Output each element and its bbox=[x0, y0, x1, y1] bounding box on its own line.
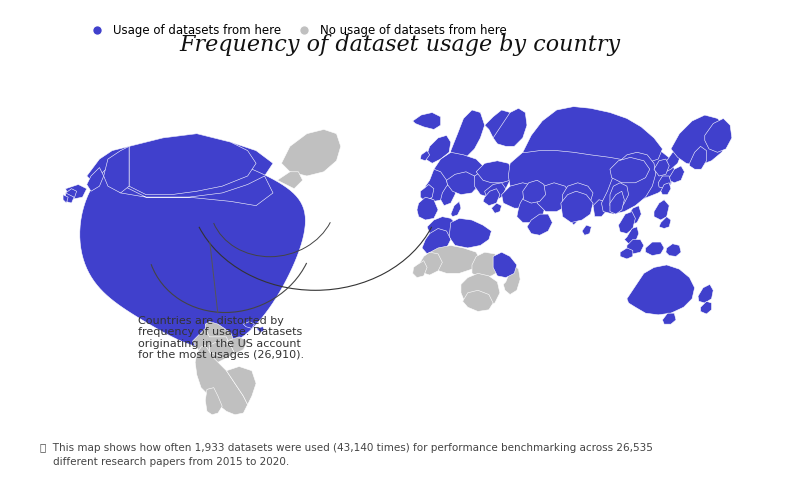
Polygon shape bbox=[485, 183, 506, 201]
Polygon shape bbox=[129, 134, 256, 194]
Polygon shape bbox=[256, 327, 265, 332]
Text: Countries are distorted by
frequency of usage. Datasets
originating in the US ac: Countries are distorted by frequency of … bbox=[138, 242, 304, 361]
Polygon shape bbox=[86, 168, 104, 191]
Polygon shape bbox=[66, 193, 74, 203]
Polygon shape bbox=[413, 261, 427, 278]
Polygon shape bbox=[104, 176, 273, 205]
Polygon shape bbox=[561, 191, 593, 223]
Polygon shape bbox=[646, 242, 664, 256]
Polygon shape bbox=[226, 366, 256, 405]
Polygon shape bbox=[502, 183, 542, 208]
Polygon shape bbox=[66, 189, 77, 201]
Polygon shape bbox=[491, 203, 502, 213]
Polygon shape bbox=[426, 136, 450, 163]
Polygon shape bbox=[705, 118, 732, 152]
Polygon shape bbox=[503, 265, 520, 295]
Polygon shape bbox=[662, 149, 681, 172]
Polygon shape bbox=[670, 166, 685, 183]
Polygon shape bbox=[593, 200, 607, 217]
Polygon shape bbox=[461, 274, 500, 307]
Polygon shape bbox=[620, 248, 633, 259]
Polygon shape bbox=[654, 200, 670, 220]
Polygon shape bbox=[450, 201, 461, 217]
Polygon shape bbox=[485, 110, 514, 142]
Polygon shape bbox=[701, 301, 711, 314]
Polygon shape bbox=[210, 341, 235, 358]
Polygon shape bbox=[522, 180, 546, 203]
Polygon shape bbox=[658, 176, 671, 189]
Polygon shape bbox=[420, 150, 430, 161]
Polygon shape bbox=[493, 252, 517, 278]
Polygon shape bbox=[278, 172, 302, 189]
Polygon shape bbox=[602, 152, 656, 214]
Polygon shape bbox=[537, 183, 571, 212]
Polygon shape bbox=[698, 285, 714, 303]
Polygon shape bbox=[476, 161, 514, 183]
Polygon shape bbox=[508, 129, 675, 205]
Polygon shape bbox=[243, 321, 254, 329]
Polygon shape bbox=[193, 329, 230, 362]
Polygon shape bbox=[472, 252, 502, 278]
Polygon shape bbox=[104, 134, 273, 197]
Polygon shape bbox=[441, 180, 458, 205]
Polygon shape bbox=[66, 184, 86, 200]
Polygon shape bbox=[493, 108, 527, 147]
Polygon shape bbox=[426, 169, 449, 201]
Polygon shape bbox=[418, 252, 442, 275]
Polygon shape bbox=[226, 337, 248, 354]
Polygon shape bbox=[282, 129, 341, 176]
Polygon shape bbox=[450, 110, 485, 159]
Polygon shape bbox=[527, 214, 552, 235]
Polygon shape bbox=[662, 313, 676, 324]
Polygon shape bbox=[517, 191, 546, 223]
Text: ⓘ  This map shows how often 1,933 datasets were used (43,140 times) for performa: ⓘ This map shows how often 1,933 dataset… bbox=[40, 443, 653, 467]
Polygon shape bbox=[420, 184, 434, 201]
Polygon shape bbox=[446, 172, 478, 194]
Polygon shape bbox=[86, 147, 146, 184]
Polygon shape bbox=[422, 228, 450, 254]
Polygon shape bbox=[610, 191, 624, 214]
Polygon shape bbox=[610, 183, 629, 212]
Polygon shape bbox=[659, 217, 671, 228]
Polygon shape bbox=[427, 245, 481, 274]
Polygon shape bbox=[474, 168, 510, 197]
Polygon shape bbox=[610, 158, 650, 183]
Polygon shape bbox=[104, 147, 129, 193]
Polygon shape bbox=[417, 197, 438, 220]
Polygon shape bbox=[434, 152, 489, 193]
Polygon shape bbox=[690, 147, 706, 169]
Polygon shape bbox=[562, 183, 593, 225]
Polygon shape bbox=[195, 345, 248, 415]
Polygon shape bbox=[666, 244, 681, 256]
Polygon shape bbox=[582, 225, 591, 235]
Polygon shape bbox=[624, 227, 638, 244]
Legend: Usage of datasets from here, No usage of datasets from here: Usage of datasets from here, No usage of… bbox=[81, 20, 511, 42]
Polygon shape bbox=[413, 113, 441, 129]
Polygon shape bbox=[618, 212, 635, 234]
Polygon shape bbox=[449, 218, 491, 248]
Polygon shape bbox=[427, 217, 458, 240]
Polygon shape bbox=[627, 240, 644, 254]
Polygon shape bbox=[671, 115, 729, 166]
Text: Frequency of dataset usage by country: Frequency of dataset usage by country bbox=[179, 34, 621, 56]
Polygon shape bbox=[627, 265, 694, 315]
Polygon shape bbox=[661, 183, 671, 194]
Polygon shape bbox=[522, 107, 662, 163]
Polygon shape bbox=[206, 321, 235, 347]
Polygon shape bbox=[206, 388, 222, 415]
Polygon shape bbox=[63, 194, 68, 203]
Polygon shape bbox=[625, 205, 642, 225]
Polygon shape bbox=[462, 290, 493, 311]
Polygon shape bbox=[654, 159, 670, 176]
Polygon shape bbox=[80, 148, 306, 348]
Polygon shape bbox=[483, 189, 500, 205]
